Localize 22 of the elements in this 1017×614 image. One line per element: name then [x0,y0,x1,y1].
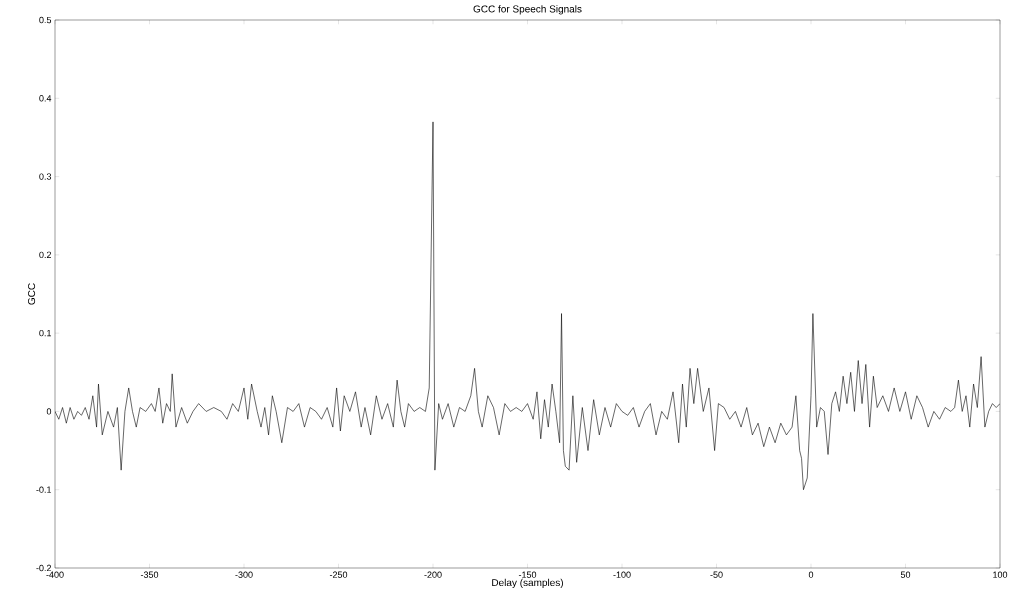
x-tick-label: -400 [46,571,64,578]
y-tick-label: 0.5 [39,16,52,24]
y-tick-label: -0.2 [36,564,52,572]
y-tick-label: 0 [46,408,52,415]
x-tick-label: -200 [424,571,442,578]
y-tick-label: -0.1 [36,486,52,493]
x-tick-label: 0 [808,571,814,578]
chart-title: GCC for Speech Signals [473,5,582,15]
y-tick-label: 0.2 [39,251,52,259]
x-tick-label: -150 [518,571,537,578]
y-tick-label: 0.3 [39,173,52,180]
x-tick-label: -300 [235,571,253,578]
y-axis-title: GCC [28,283,36,305]
x-tick-label: -50 [710,571,723,578]
y-tick-label: 0.1 [39,329,52,337]
x-tick-label: 50 [900,571,911,578]
x-axis-title: Delay (samples) [492,578,563,589]
y-tick-label: 0.4 [39,95,52,102]
x-tick-label: 100 [993,571,1008,578]
x-tick-label: -100 [613,571,631,578]
x-tick-label: -250 [329,571,348,578]
x-tick-label: -350 [140,571,159,578]
